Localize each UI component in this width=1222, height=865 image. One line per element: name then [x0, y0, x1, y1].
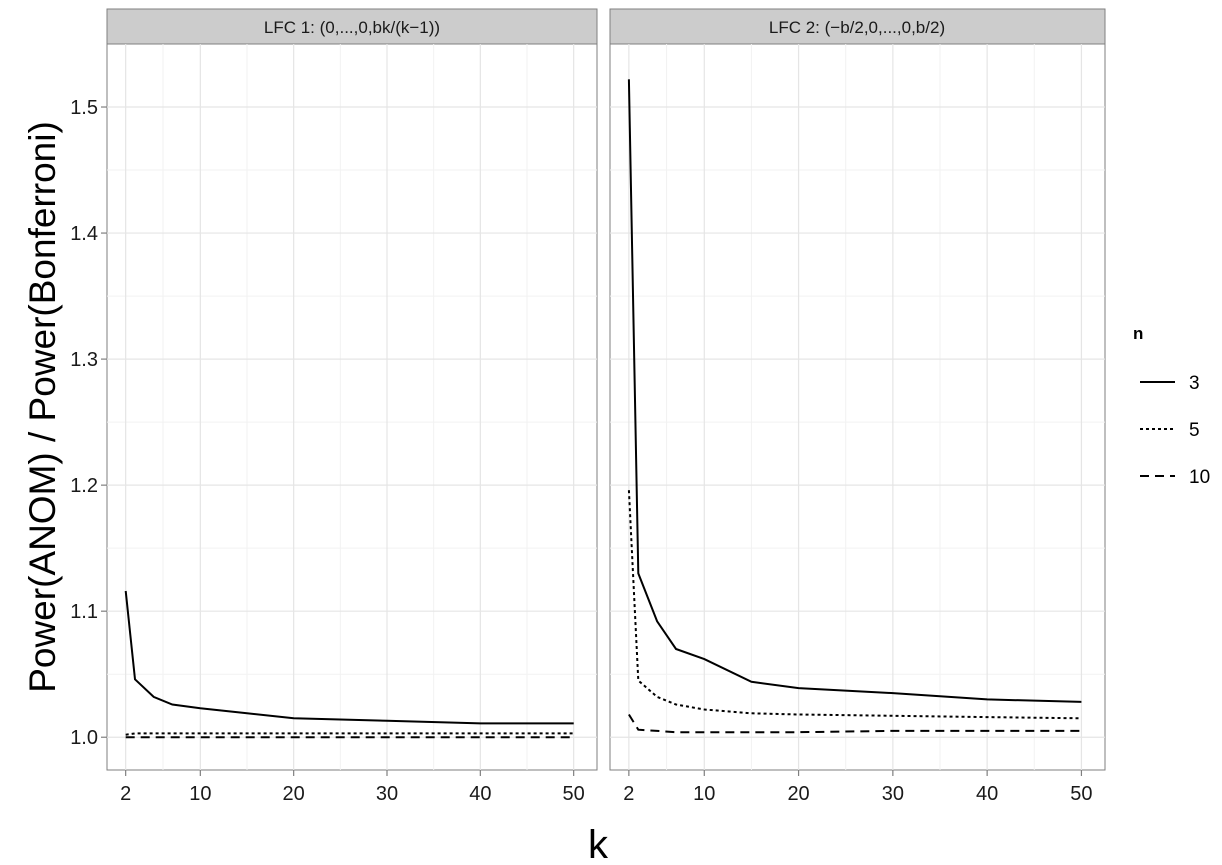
y-axis: 1.0 1.1 1.2 1.3 1.4 1.5	[70, 97, 107, 749]
y-tick-label: 1.5	[70, 97, 98, 119]
x-tick-label: 40	[976, 783, 998, 805]
x-tick-label: 50	[563, 783, 585, 805]
x-axis-title: k	[588, 823, 609, 865]
x-tick-label: 20	[283, 783, 305, 805]
x-tick-label: 40	[469, 783, 491, 805]
x-tick-label: 2	[120, 783, 131, 805]
panel-lfc2: LFC 2: (−b/2,0,...,0,b/2) 2 10 20 30 40 50	[609, 8, 1106, 805]
y-tick-label: 1.2	[70, 475, 98, 497]
series-line-n-5	[627, 490, 1082, 720]
legend-label-n-3: 3	[1189, 373, 1200, 394]
legend: n 3 5 10	[1133, 324, 1210, 488]
panel-lfc1-plot-area	[106, 43, 598, 771]
panel-lfc2-strip	[609, 8, 1106, 45]
panel-lfc1-strip	[106, 8, 598, 45]
series-line-n-3	[627, 79, 1082, 703]
y-tick-label: 1.0	[70, 727, 98, 749]
x-tick-label: 10	[189, 783, 211, 805]
x-tick-label: 30	[376, 783, 398, 805]
legend-entries: 3 5 10	[1140, 373, 1210, 488]
legend-label-n-5: 5	[1189, 420, 1200, 441]
legend-label-n-10: 10	[1189, 467, 1210, 488]
y-axis-title: Power(ANOM) / Power(Bonferroni)	[22, 121, 63, 693]
panel-lfc2-grid	[610, 44, 1105, 770]
y-tick-label: 1.1	[70, 601, 98, 623]
panel-lfc2-title: LFC 2: (−b/2,0,...,0,b/2)	[769, 18, 945, 37]
panel-lfc1-title: LFC 1: (0,...,0,bk/(k−1))	[264, 18, 440, 37]
series-line-n-10	[628, 713, 1082, 734]
x-tick-label: 30	[882, 783, 904, 805]
x-tick-label: 2	[623, 783, 634, 805]
panel-lfc2-plot-area	[609, 43, 1106, 771]
x-tick-label: 10	[693, 783, 715, 805]
y-tick-label: 1.3	[70, 349, 98, 371]
legend-title: n	[1133, 324, 1143, 343]
panel-lfc1-series	[124, 590, 574, 739]
x-tick-label: 20	[787, 783, 809, 805]
series-line-n-3	[124, 590, 574, 725]
x-tick-label: 50	[1070, 783, 1092, 805]
panel-lfc2-series	[627, 79, 1082, 734]
panel-lfc1: LFC 1: (0,...,0,bk/(k−1)) 2 10 20 30 40 50	[106, 8, 598, 805]
panel-lfc2-x-axis: 2 10 20 30 40 50	[623, 770, 1093, 805]
series-line-n-5	[125, 732, 574, 736]
panel-lfc1-grid	[107, 44, 597, 770]
panel-lfc1-x-axis: 2 10 20 30 40 50	[120, 770, 585, 805]
y-tick-label: 1.4	[70, 223, 98, 245]
